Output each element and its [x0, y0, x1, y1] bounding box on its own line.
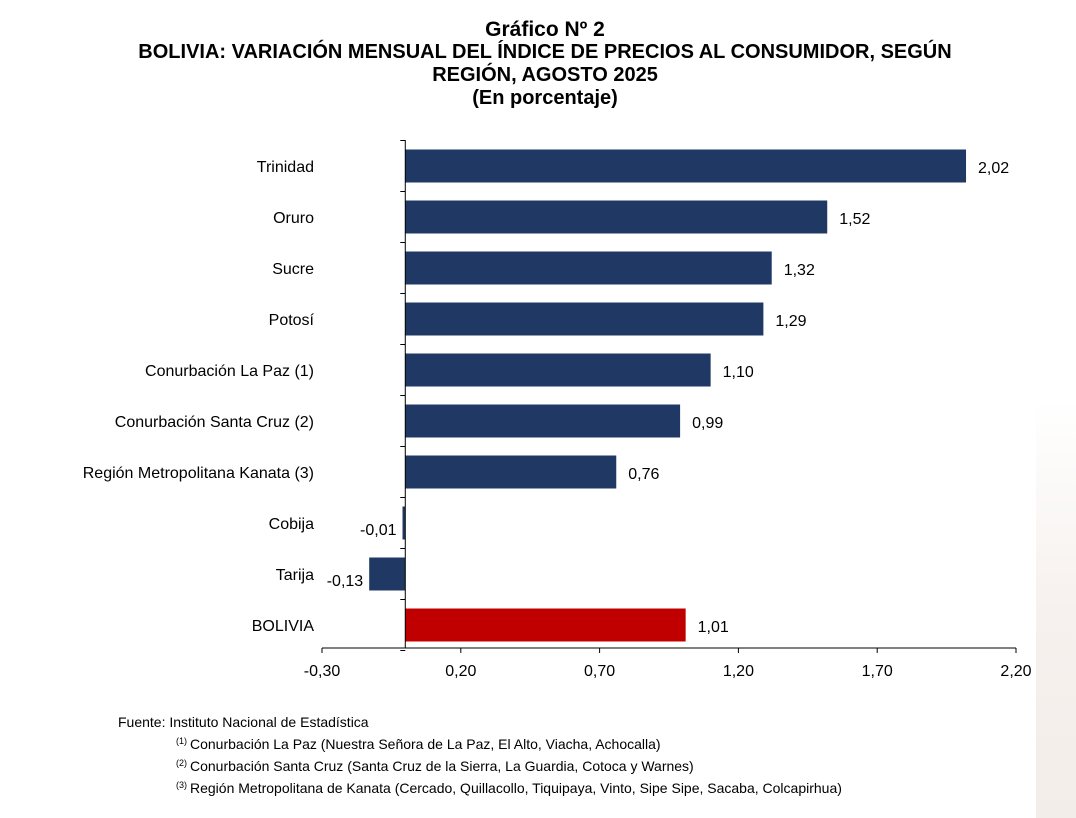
bar	[405, 251, 772, 285]
chart-subtitle: (En porcentaje)	[472, 87, 618, 109]
bar	[405, 404, 681, 438]
value-label: 1,52	[839, 211, 870, 228]
value-label: 1,01	[698, 619, 729, 636]
x-tick-label: 1,70	[862, 663, 893, 680]
x-tick-label: -0,30	[304, 663, 341, 680]
value-label: 0,76	[628, 466, 659, 483]
bar	[369, 557, 406, 591]
value-label: 2,02	[978, 160, 1009, 177]
value-label: 0,99	[692, 415, 723, 432]
value-label: -0,01	[360, 522, 397, 539]
value-label: 1,32	[784, 262, 815, 279]
category-label: Potosí	[269, 312, 315, 329]
footnote-3: (3) Región Metropolitana de Kanata (Cerca…	[176, 776, 842, 798]
footnote-1: (1) Conurbación La Paz (Nuestra Señora de…	[176, 732, 842, 754]
footnote-text: Conurbación Santa Cruz (Santa Cruz de la…	[190, 758, 694, 774]
bar	[405, 353, 711, 387]
chart-title: Gráfico Nº 2	[485, 18, 605, 41]
footnote-mark: (1)	[176, 736, 187, 746]
category-label: Conurbación Santa Cruz (2)	[115, 414, 314, 431]
footnote-text: Conurbación La Paz (Nuestra Señora de La…	[190, 736, 661, 752]
category-label: Oruro	[273, 210, 314, 227]
source-note: Fuente: Instituto Nacional de Estadístic…	[118, 714, 369, 730]
category-label: Sucre	[272, 261, 314, 278]
chart-footnotes: Fuente: Instituto Nacional de Estadístic…	[118, 713, 842, 798]
category-label: Conurbación La Paz (1)	[145, 363, 314, 380]
value-label: 1,29	[775, 313, 806, 330]
footnote-text: Región Metropolitana de Kanata (Cercado,…	[190, 780, 842, 796]
footnote-mark: (2)	[176, 758, 187, 768]
category-label: Tarija	[276, 567, 314, 584]
value-label: 1,10	[723, 364, 754, 381]
category-label: Cobija	[269, 516, 314, 533]
bar	[405, 302, 764, 336]
x-tick-label: 0,70	[584, 663, 615, 680]
category-label: BOLIVIA	[252, 618, 315, 635]
chart-title-block: Gráfico Nº 2 BOLIVIA: VARIACIÓN MENSUAL …	[0, 18, 1076, 110]
chart-title-line-2: REGIÓN, AGOSTO 2025	[432, 64, 658, 86]
x-tick-label: 0,20	[445, 663, 476, 680]
category-label: Trinidad	[257, 159, 314, 176]
background-decoration	[1036, 400, 1076, 818]
value-label: -0,13	[327, 573, 364, 590]
bar	[405, 455, 617, 489]
bar	[405, 608, 686, 642]
x-tick-label: 2,20	[1000, 663, 1031, 680]
footnote-2: (2) Conurbación Santa Cruz (Santa Cruz de…	[176, 754, 842, 776]
footnote-mark: (3)	[176, 780, 187, 790]
x-tick-label: 1,20	[723, 663, 754, 680]
chart-title-line-1: BOLIVIA: VARIACIÓN MENSUAL DEL ÍNDICE DE…	[138, 41, 952, 63]
bar-chart: Trinidad 2,02 Oruro 1,52 Sucre 1,32 Potosí 1,29…	[83, 140, 1032, 680]
bar	[405, 200, 828, 234]
category-label: Región Metropolitana Kanata (3)	[83, 465, 314, 482]
bar	[402, 506, 406, 540]
bar	[405, 149, 967, 183]
